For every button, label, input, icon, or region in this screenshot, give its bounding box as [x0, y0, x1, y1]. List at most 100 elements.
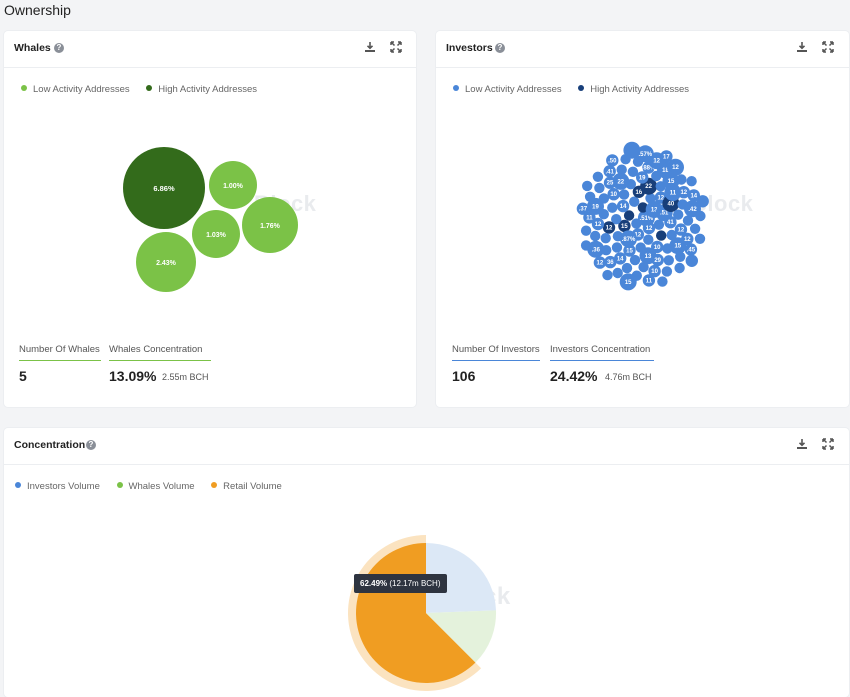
- legend-item-retail-volume[interactable]: Retail Volume: [211, 481, 282, 492]
- bubble[interactable]: [623, 141, 641, 159]
- bubble[interactable]: [616, 164, 627, 175]
- bubble[interactable]: [675, 251, 686, 262]
- pie-slice[interactable]: [426, 610, 497, 663]
- bubble[interactable]: .45: [684, 243, 698, 256]
- bubble[interactable]: 15: [619, 273, 637, 291]
- download-icon[interactable]: [796, 438, 808, 450]
- legend-item-investors-volume[interactable]: Investors Volume: [15, 481, 100, 492]
- bubble[interactable]: [695, 210, 706, 222]
- pie-slice[interactable]: [426, 543, 496, 613]
- bubble[interactable]: [674, 262, 685, 274]
- bubble[interactable]: [689, 223, 701, 234]
- bubble[interactable]: [694, 233, 706, 244]
- bubble[interactable]: [653, 219, 665, 230]
- bubble[interactable]: 12: [602, 221, 616, 234]
- legend-item-whales-volume[interactable]: Whales Volume: [116, 481, 195, 492]
- bubble[interactable]: [623, 210, 635, 221]
- bubble[interactable]: 1.76%: [242, 197, 298, 253]
- bubble[interactable]: [629, 196, 640, 207]
- bubble[interactable]: .41: [603, 165, 616, 178]
- bubble[interactable]: 41: [664, 216, 677, 229]
- bubble[interactable]: .36: [587, 240, 605, 258]
- help-icon[interactable]: ?: [86, 440, 96, 450]
- bubble[interactable]: [645, 193, 656, 204]
- help-icon[interactable]: ?: [495, 43, 505, 53]
- bubble[interactable]: 1.03%: [192, 210, 240, 258]
- download-icon[interactable]: [796, 41, 808, 53]
- legend-item-high-activity[interactable]: High Activity Addresses: [146, 84, 257, 95]
- bubble[interactable]: 19: [587, 197, 604, 215]
- bubble[interactable]: [602, 269, 613, 281]
- bubble[interactable]: 10: [648, 264, 661, 278]
- bubble[interactable]: [638, 261, 649, 273]
- bubble[interactable]: [611, 214, 622, 225]
- bubble[interactable]: [657, 276, 668, 287]
- bubble[interactable]: 1.00%: [209, 161, 257, 209]
- bubble[interactable]: 11: [583, 211, 596, 224]
- expand-icon[interactable]: [390, 41, 402, 53]
- download-icon[interactable]: [364, 41, 376, 53]
- bubble[interactable]: 22: [612, 172, 630, 190]
- bubble[interactable]: 15: [618, 219, 631, 233]
- bubble[interactable]: [612, 231, 624, 242]
- bubble[interactable]: [637, 202, 649, 213]
- bubble[interactable]: 12: [593, 256, 607, 269]
- bubble[interactable]: [580, 240, 592, 251]
- bubble[interactable]: [661, 266, 673, 277]
- bubble[interactable]: 17: [660, 150, 673, 163]
- bubble[interactable]: 2.43%: [136, 232, 196, 292]
- expand-icon[interactable]: [822, 438, 834, 450]
- bubble[interactable]: 6.86%: [123, 147, 205, 229]
- bubble[interactable]: .87%: [620, 230, 637, 248]
- bubble[interactable]: 12: [667, 158, 684, 176]
- expand-icon[interactable]: [822, 41, 834, 53]
- bubble[interactable]: [627, 166, 639, 177]
- bubble[interactable]: [643, 234, 654, 245]
- bubble[interactable]: [621, 262, 633, 274]
- bubble[interactable]: [600, 233, 611, 244]
- bubble[interactable]: 15: [623, 244, 636, 257]
- bubble[interactable]: [696, 195, 709, 208]
- bubble[interactable]: 11: [642, 274, 656, 287]
- bubble[interactable]: [584, 191, 596, 202]
- bubble[interactable]: [631, 218, 642, 229]
- bubble[interactable]: [582, 180, 593, 192]
- bubble[interactable]: [611, 242, 623, 253]
- bubble[interactable]: [663, 255, 674, 266]
- bubble[interactable]: 25: [603, 176, 617, 189]
- bubble[interactable]: 12: [591, 217, 605, 231]
- bubble[interactable]: [612, 267, 623, 279]
- legend-item-high-activity[interactable]: High Activity Addresses: [578, 84, 689, 95]
- bubble[interactable]: [673, 209, 684, 220]
- bubble[interactable]: [580, 225, 592, 236]
- legend-item-low-activity[interactable]: Low Activity Addresses: [453, 84, 562, 95]
- bubble[interactable]: 12: [642, 221, 656, 235]
- bubble[interactable]: 14: [616, 199, 630, 213]
- bubble[interactable]: [618, 189, 630, 200]
- bubble[interactable]: [629, 254, 641, 266]
- bubble[interactable]: 14: [614, 252, 627, 265]
- bubble[interactable]: 29: [651, 253, 664, 267]
- bubble[interactable]: .57%: [636, 145, 654, 163]
- bubble[interactable]: [686, 176, 697, 187]
- bubble[interactable]: [607, 202, 618, 213]
- bubble[interactable]: [656, 230, 667, 241]
- bubble[interactable]: [666, 229, 677, 241]
- bubble[interactable]: 12: [681, 232, 694, 246]
- bubble[interactable]: [594, 182, 605, 194]
- bubble[interactable]: 10: [607, 188, 620, 201]
- help-icon[interactable]: ?: [54, 43, 64, 53]
- bubble[interactable]: 12: [677, 186, 690, 199]
- bubble[interactable]: [592, 171, 604, 182]
- bubble[interactable]: [685, 254, 698, 267]
- bubble[interactable]: 14: [687, 189, 700, 202]
- bubble[interactable]: .50: [606, 154, 619, 167]
- bubble[interactable]: 36: [604, 255, 617, 269]
- bubble[interactable]: [590, 230, 601, 242]
- bubble[interactable]: [682, 215, 694, 226]
- bubble[interactable]: 19: [636, 171, 649, 184]
- bubble[interactable]: [676, 174, 687, 185]
- bubble[interactable]: 12: [674, 223, 688, 236]
- bubble[interactable]: .37: [576, 202, 590, 215]
- legend-item-low-activity[interactable]: Low Activity Addresses: [21, 84, 130, 95]
